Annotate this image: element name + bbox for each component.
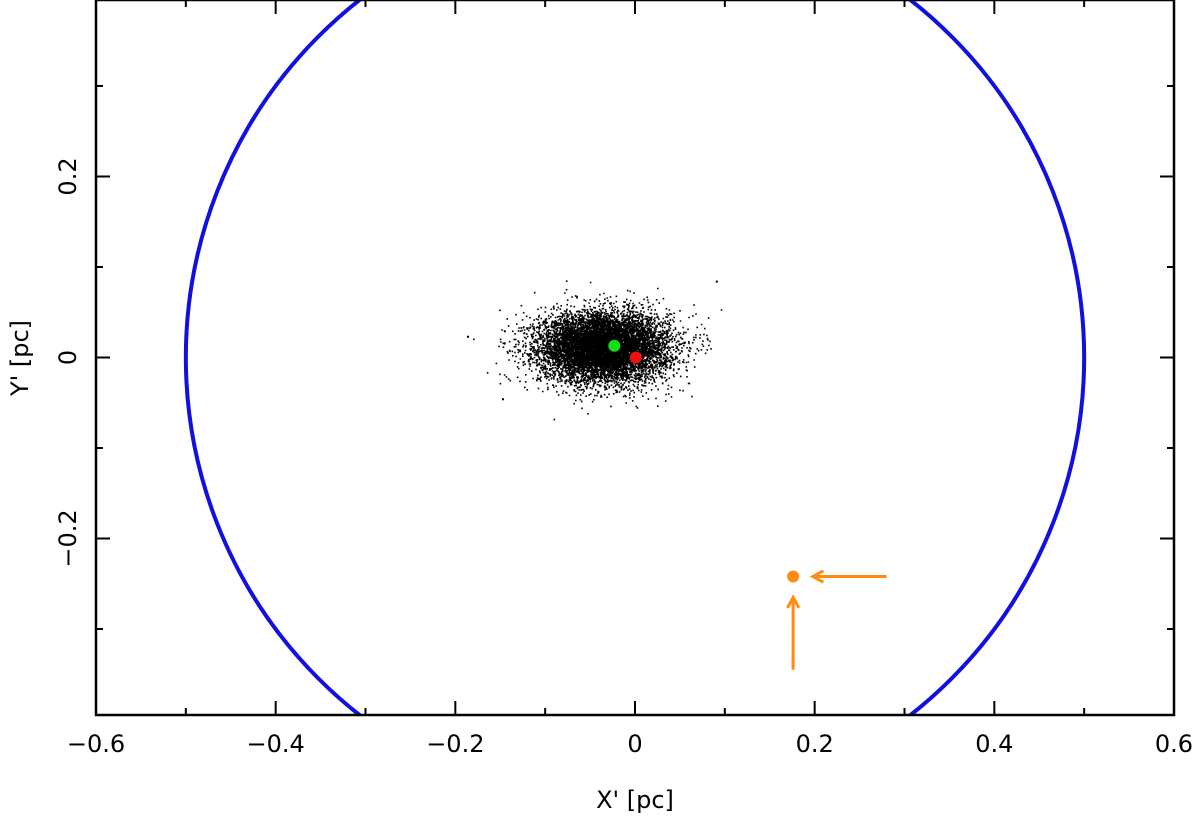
x-tick-label: −0.6 (67, 730, 125, 758)
x-tick-label: −0.4 (247, 730, 305, 758)
markers (608, 339, 887, 670)
x-tick-label: 0.6 (1155, 730, 1193, 758)
x-tick-label: −0.2 (426, 730, 484, 758)
x-tick-label: 0.4 (975, 730, 1013, 758)
y-tick-label: −0.2 (54, 509, 82, 567)
y-tick-label: 0.2 (54, 157, 82, 195)
plot-frame (94, 0, 1176, 717)
x-tick-label: 0 (627, 730, 642, 758)
y-axis-label: Y' [pc] (6, 320, 34, 397)
y-tick-label: 0 (54, 350, 82, 365)
cloud-points (467, 280, 723, 421)
red-marker (629, 351, 642, 364)
boundary-circle (183, 0, 1087, 715)
orange-marker (787, 570, 800, 583)
orange-arrow-horizontal (809, 569, 887, 584)
point-cloud (467, 280, 723, 421)
tick-labels: −0.6 −0.4 −0.2 0 0.2 0.4 0.6 −0.2 0 0.2 (54, 157, 1193, 758)
green-marker (608, 339, 621, 352)
data-layer (183, 0, 1087, 715)
orange-arrow-vertical (786, 594, 801, 670)
x-axis-label: X' [pc] (596, 786, 674, 814)
x-tick-label: 0.2 (796, 730, 834, 758)
